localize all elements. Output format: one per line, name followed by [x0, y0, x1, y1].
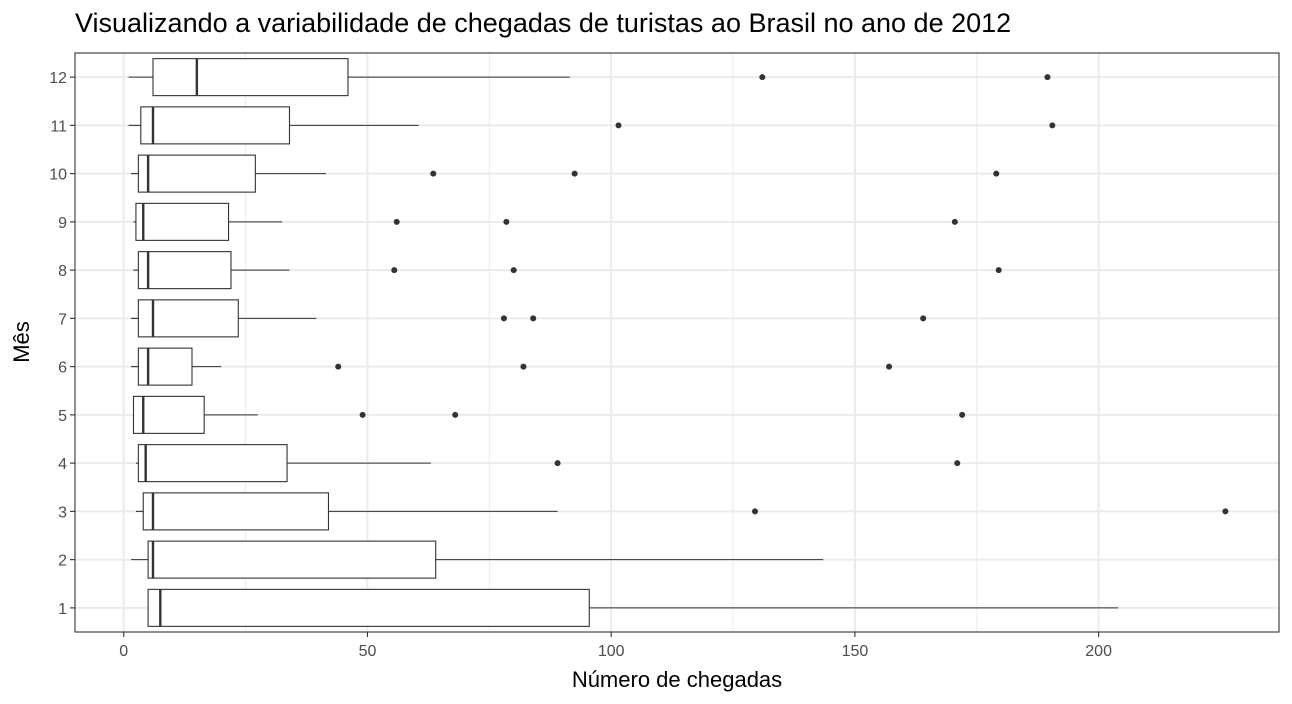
x-tick-label: 0 — [119, 643, 128, 660]
y-tick-label: 12 — [49, 70, 67, 87]
box-iqr — [137, 299, 239, 338]
x-tick-label: 150 — [842, 643, 869, 660]
outlier-point — [571, 170, 578, 177]
outlier-point — [520, 363, 527, 370]
outlier-point — [954, 460, 961, 467]
box-month-4 — [135, 444, 961, 483]
box-iqr — [132, 395, 205, 434]
outlier-point — [1044, 74, 1051, 81]
box-month-8 — [133, 251, 1002, 290]
outlier-point — [452, 411, 459, 418]
y-tick-label: 1 — [58, 601, 67, 618]
box-iqr — [142, 492, 330, 531]
outlier-point — [959, 411, 966, 418]
outlier-point — [359, 411, 366, 418]
x-axis-title: Número de chegadas — [572, 667, 782, 692]
outlier-point — [1049, 122, 1056, 129]
outlier-point — [951, 218, 958, 225]
box-iqr — [137, 444, 288, 483]
box-iqr — [140, 106, 291, 145]
outlier-point — [335, 363, 342, 370]
y-tick-label: 10 — [49, 167, 67, 184]
y-tick-label: 4 — [58, 456, 67, 473]
x-tick-label: 200 — [1085, 643, 1112, 660]
outlier-point — [430, 170, 437, 177]
outlier-point — [1222, 508, 1229, 515]
outlier-point — [500, 315, 507, 322]
box-iqr — [147, 540, 437, 579]
chart-title: Visualizando a variabilidade de chegadas… — [75, 8, 1011, 38]
x-tick-label: 100 — [598, 643, 625, 660]
outlier-point — [886, 363, 893, 370]
outlier-point — [759, 74, 766, 81]
y-tick-label: 5 — [58, 408, 67, 425]
box-month-10 — [131, 154, 1000, 193]
outlier-point — [530, 315, 537, 322]
box-iqr — [135, 202, 230, 241]
box-iqr — [147, 588, 590, 627]
outlier-point — [993, 170, 1000, 177]
outlier-point — [554, 460, 561, 467]
outlier-point — [391, 267, 398, 274]
box-month-2 — [131, 540, 824, 579]
box-month-7 — [131, 299, 927, 338]
box-iqr — [137, 347, 193, 386]
box-month-1 — [147, 588, 1119, 627]
box-month-6 — [131, 347, 893, 386]
y-tick-label: 8 — [58, 263, 67, 280]
box-iqr — [137, 251, 232, 290]
outlier-point — [615, 122, 622, 129]
y-tick-label: 7 — [58, 311, 67, 328]
outlier-point — [751, 508, 758, 515]
box-month-3 — [135, 492, 1229, 531]
y-tick-label: 6 — [58, 360, 67, 377]
outlier-point — [503, 218, 510, 225]
box-month-11 — [128, 106, 1056, 145]
box-iqr — [137, 154, 256, 193]
outlier-point — [920, 315, 927, 322]
box-month-12 — [128, 58, 1051, 97]
y-tick-label: 11 — [50, 118, 67, 135]
y-axis-title: Mês — [9, 321, 34, 363]
x-tick-label: 50 — [359, 643, 377, 660]
y-tick-label: 2 — [58, 553, 67, 570]
y-tick-label: 9 — [58, 215, 67, 232]
box-month-9 — [133, 202, 958, 241]
outlier-point — [393, 218, 400, 225]
panel-border — [74, 52, 1280, 633]
outlier-point — [510, 267, 517, 274]
outlier-point — [995, 267, 1002, 274]
box-month-5 — [132, 395, 966, 434]
box-iqr — [152, 58, 349, 97]
y-tick-label: 3 — [58, 504, 67, 521]
